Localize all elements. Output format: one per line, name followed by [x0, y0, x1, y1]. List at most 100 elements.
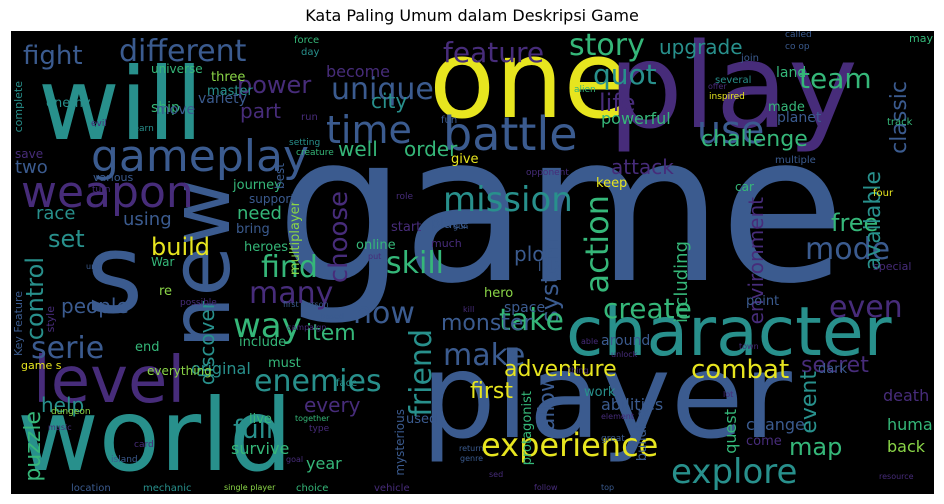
- word-move: move: [156, 102, 196, 118]
- word-choose: choose: [324, 191, 354, 284]
- word-enemies: enemies: [254, 364, 382, 399]
- word-unlock: unlock: [611, 350, 638, 359]
- word-car: car: [735, 180, 754, 194]
- word-offer: offer: [708, 82, 727, 91]
- word-island: island: [111, 455, 138, 465]
- word-online: online: [356, 238, 396, 253]
- word-called: called: [785, 31, 812, 40]
- word-may: may: [909, 32, 933, 45]
- word-fun: fun: [441, 115, 458, 126]
- word-everything: everything: [147, 364, 212, 378]
- word-change: change: [746, 415, 805, 434]
- word-opponent: opponent: [526, 168, 569, 178]
- word-save: save: [15, 147, 44, 161]
- word-building: building: [635, 409, 650, 462]
- word-come: come: [746, 434, 782, 449]
- word-many: many: [249, 276, 334, 311]
- word-co-op: co op: [785, 42, 810, 52]
- word-item: item: [306, 321, 356, 346]
- word-evil: evil: [91, 119, 107, 129]
- word-take: take: [499, 303, 564, 338]
- word-every: every: [304, 393, 361, 417]
- word-keep: keep: [596, 176, 628, 191]
- word-experience: experience: [481, 426, 659, 464]
- word-combat: combat: [691, 355, 790, 385]
- word-thing: thing: [568, 366, 589, 375]
- word-monster: monster: [441, 311, 533, 336]
- word-around: around: [601, 333, 651, 349]
- word-first: first: [470, 379, 513, 404]
- word-dungeon: dungeon: [51, 407, 91, 417]
- word-friend: friend: [404, 329, 439, 417]
- word-back: back: [887, 437, 926, 456]
- word-top: top: [601, 483, 615, 492]
- word-start: start: [391, 220, 422, 235]
- word-master: master: [207, 84, 253, 99]
- word-including: including: [671, 241, 692, 323]
- word-land: land: [776, 65, 807, 81]
- word-learn: learn: [131, 124, 154, 134]
- word-re: re: [159, 284, 173, 299]
- word-quot: quot: [593, 58, 657, 91]
- word-now: now: [353, 296, 415, 331]
- word-become: become: [326, 62, 391, 81]
- word-element: element: [601, 412, 634, 421]
- word-upgrade: upgrade: [659, 35, 743, 59]
- word-space: space: [504, 300, 546, 316]
- word-return: return: [459, 444, 484, 453]
- word-world: world: [17, 377, 293, 494]
- word-mission: mission: [443, 180, 573, 220]
- word-gameplay: gameplay: [91, 131, 309, 182]
- word-put: put: [368, 252, 382, 261]
- word-setting: setting: [289, 138, 321, 148]
- word-multiplayer: multiplayer: [288, 201, 303, 276]
- word-part: part: [240, 99, 282, 123]
- word-attack: attack: [611, 155, 674, 179]
- word-play: play: [608, 31, 858, 155]
- word-secret: secret: [801, 353, 869, 378]
- word-people: people: [61, 294, 129, 318]
- word-goal: goal: [286, 455, 304, 464]
- word-race: race: [36, 203, 76, 224]
- word-join: join: [741, 53, 760, 64]
- word-skill: skill: [386, 246, 445, 281]
- word-cloud: game player world one play will new s ch…: [11, 31, 934, 494]
- word-great: great: [601, 434, 625, 444]
- word-location: location: [71, 483, 111, 494]
- word-game: game: [276, 91, 846, 329]
- word-action: action: [578, 195, 616, 294]
- word-give: give: [451, 152, 479, 167]
- word-journey: journey: [233, 178, 282, 193]
- word-human: human: [887, 415, 934, 434]
- word-force: force: [294, 35, 320, 46]
- word-adventure: adventure: [504, 357, 617, 382]
- word-different: different: [119, 34, 247, 69]
- word-genre: genre: [460, 454, 484, 463]
- word-card: card: [134, 440, 154, 450]
- word-plot: plot: [514, 242, 553, 266]
- word-feature: feature: [443, 36, 545, 69]
- word-way: way: [233, 306, 302, 346]
- word-resource: resource: [879, 472, 914, 481]
- word-ship: ship: [151, 100, 180, 116]
- figure-title: Kata Paling Umum dalam Deskripsi Game: [305, 6, 639, 25]
- word-town: town: [739, 342, 759, 351]
- word-based: based: [320, 312, 345, 321]
- word-team: team: [799, 62, 872, 95]
- word-will: will: [38, 46, 204, 163]
- word-music: music: [48, 423, 72, 432]
- word-serie: serie: [31, 331, 105, 366]
- word-single-player: single player: [224, 483, 276, 492]
- word-end: end: [135, 340, 160, 355]
- word-allow: allow: [535, 374, 560, 432]
- word-mysterious: mysterious: [393, 409, 407, 476]
- word-abilities: abilities: [601, 395, 664, 414]
- word-powerful: powerful: [601, 109, 671, 128]
- word-mode: mode: [805, 232, 891, 267]
- word-two: two: [15, 157, 48, 178]
- word-sed: sed: [489, 470, 504, 479]
- word-challenge: challenge: [701, 127, 808, 152]
- word-special: special: [873, 260, 912, 273]
- word-choice: choice: [296, 483, 329, 494]
- word-unit: unit: [86, 262, 102, 271]
